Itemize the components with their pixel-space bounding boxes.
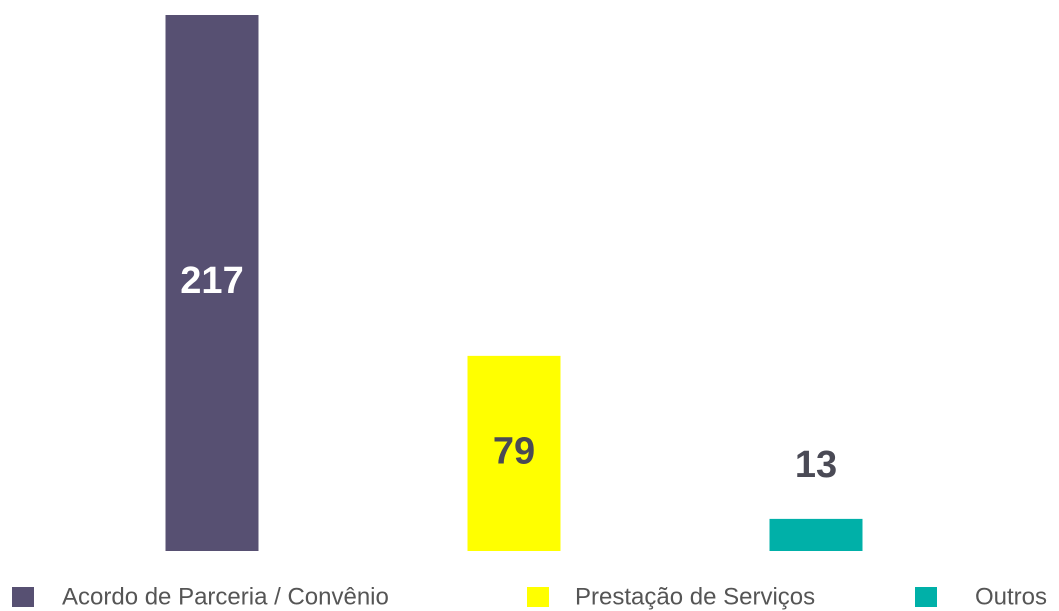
legend-label: Outros: [975, 583, 1047, 610]
bar: [467, 355, 561, 551]
legend-label: Prestação de Serviços: [575, 583, 815, 610]
value-label: 13: [795, 444, 837, 486]
legend-swatch: [915, 587, 937, 607]
legend-label: Acordo de Parceria / Convênio: [62, 583, 389, 610]
bar: [165, 15, 259, 551]
bar: [769, 518, 863, 551]
value-label: 217: [180, 260, 243, 302]
legend-swatch: [527, 587, 549, 607]
legend-swatch: [12, 587, 34, 607]
value-label: 79: [493, 430, 535, 472]
